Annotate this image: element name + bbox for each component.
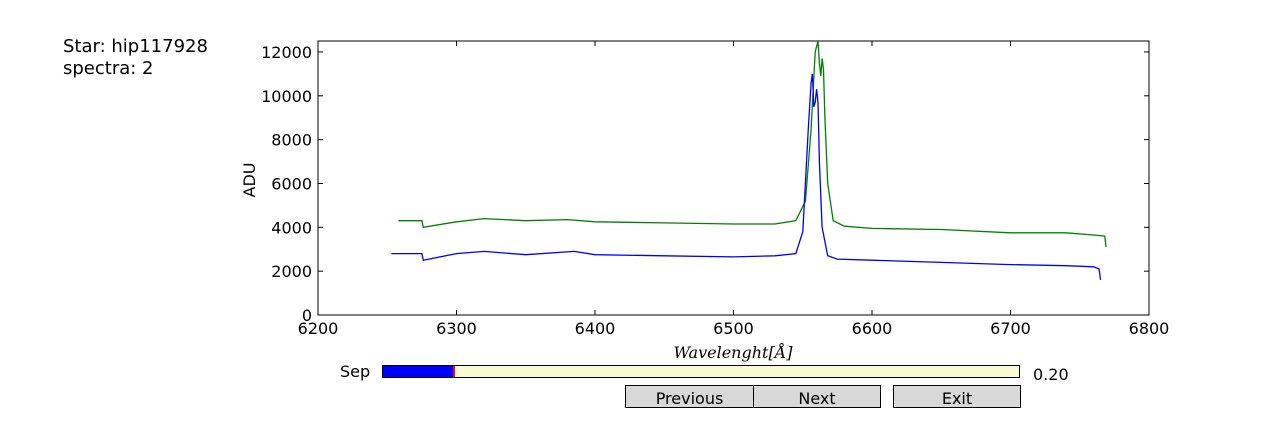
x-tick-label: 6600 [852,319,893,338]
x-tick-label: 6700 [990,319,1031,338]
exit-button[interactable]: Exit [893,385,1021,408]
y-axis-label: ADU [240,163,259,198]
y-tick-label: 0 [302,306,312,325]
x-tick-label: 6300 [436,319,477,338]
star-label: Star: hip117928 [63,36,208,57]
spectrum-plot: 6200 6300 6400 6500 6600 6700 6800 0 2000 4000 600… [240,40,1169,362]
axis-ticks: 6200 6300 6400 6500 6600 6700 6800 0 2000 4000 600… [261,41,1169,338]
series-line-0 [398,40,1107,248]
y-tick-label: 6000 [271,174,312,193]
y-tick-label: 12000 [261,43,312,62]
x-tick-label: 6800 [1129,319,1170,338]
sep-slider-value: 0.20 [1033,365,1069,384]
x-axis-label: Wavelenght[Å] [673,342,793,362]
series-line-1 [391,73,1102,280]
sep-slider-handle[interactable] [452,366,455,377]
y-tick-label: 10000 [261,87,312,106]
plot-frame [317,40,1150,316]
y-tick-label: 4000 [271,218,312,237]
y-tick-label: 8000 [271,131,312,150]
next-button[interactable]: Next [753,385,881,408]
x-tick-label: 6500 [713,319,754,338]
spectra-count: spectra: 2 [63,58,154,79]
y-tick-label: 2000 [271,262,312,281]
x-tick-label: 6200 [298,319,339,338]
info-panel: Star: hip117928 spectra: 2 [63,36,208,80]
series-lines [391,40,1107,280]
sep-slider-fill [383,366,454,377]
sep-slider-label: Sep [340,362,371,381]
sep-slider[interactable] [382,365,1020,378]
previous-button[interactable]: Previous [625,385,754,408]
x-tick-label: 6400 [575,319,616,338]
